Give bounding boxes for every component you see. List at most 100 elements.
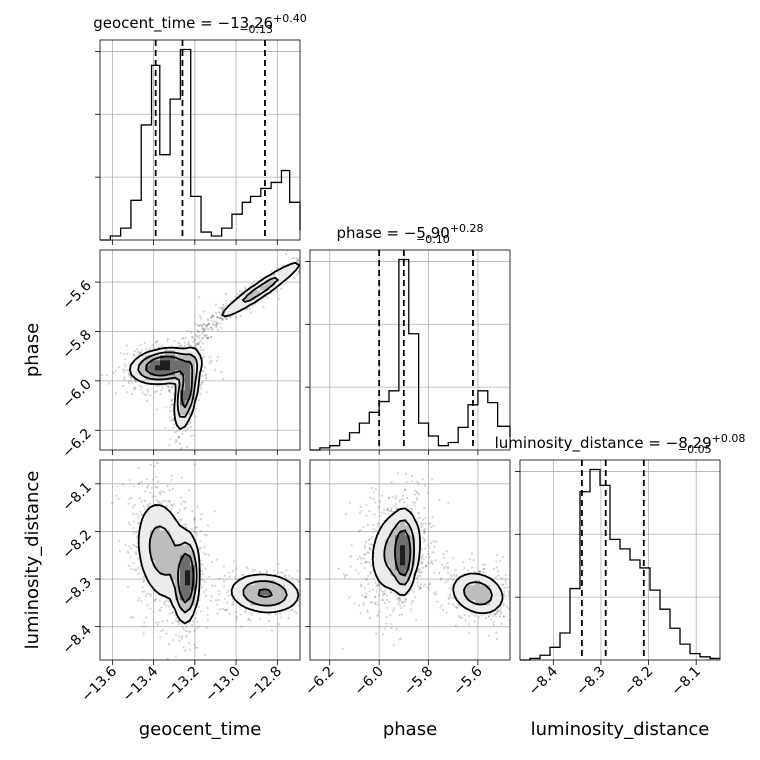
sample-point [369,564,373,567]
sample-point [184,523,188,526]
sample-point [144,347,148,350]
density-cell [170,600,176,606]
sample-point [473,620,476,623]
sample-point [505,605,509,608]
sample-point [183,341,186,344]
sample-point [203,328,206,331]
sample-point [363,596,367,599]
sample-point [400,613,403,616]
sample-point [171,611,175,614]
sample-point [259,617,262,620]
sample-point [426,491,429,494]
density-cell [150,575,156,581]
density-cell [155,510,161,516]
sample-point [203,533,207,536]
density-cell [150,520,156,526]
sample-point [266,296,269,299]
sample-point [140,480,143,483]
sample-point [379,500,382,503]
sample-point [172,503,175,506]
sample-point [181,635,184,638]
density-cell [415,555,421,561]
sample-point [140,600,143,603]
density-cell [240,590,246,596]
sample-point [137,517,140,520]
sample-point [432,551,435,554]
density-cell [170,530,176,536]
density-cell [165,360,171,366]
density-cell [175,540,181,546]
density-cell [130,370,136,376]
sample-point [170,508,174,511]
sample-point [115,494,118,497]
density-cell [275,270,281,276]
density-cell [375,545,381,551]
density-cell [405,510,411,516]
hist-panel-luminosity-distance-title: luminosity_distance = −8.29+0.08 −0.05 [495,432,746,456]
sample-point [427,552,430,556]
sample-point [424,583,427,586]
sample-point [417,482,420,485]
sample-point [403,604,406,608]
sample-point [411,600,414,603]
density-cell [160,560,166,566]
density-cell [140,360,146,366]
sample-point [364,541,367,544]
sample-point [363,544,366,547]
sample-point [424,565,428,568]
sample-point [199,387,202,390]
joint-panel-geocent-time-vs-luminosity-distance [100,460,300,660]
sample-point [392,643,395,647]
sample-point [146,388,149,391]
sample-point [174,431,177,434]
sample-point [390,622,393,625]
hist-panel-phase-histogram-step [310,258,511,451]
sample-point [155,408,158,411]
sample-point [137,572,140,576]
sample-point [281,571,285,574]
density-cell [385,545,391,551]
sample-point [167,389,171,392]
sample-point [376,603,379,606]
density-cell [160,540,166,546]
sample-point [192,434,195,437]
sample-point [423,538,427,542]
sample-point [201,330,205,333]
density-cell [455,585,461,591]
sample-point [436,600,439,603]
sample-point [116,485,119,488]
sample-point [138,384,141,387]
density-cell [475,590,481,596]
sample-point [502,604,505,607]
density-cell [180,565,186,571]
sample-point [280,571,283,574]
density-cell [250,585,256,591]
sample-point [416,498,419,501]
sample-point [215,303,218,306]
sample-point [206,524,210,527]
sample-point [381,633,385,636]
density-cell [195,590,201,596]
sample-point [153,465,156,468]
density-cell [180,615,186,621]
hist-panel-luminosity-distance-histogram-step [520,468,720,661]
sample-point [197,330,200,333]
density-cell [405,545,411,551]
sample-point [206,319,210,322]
density-cell [135,375,141,381]
sample-point [414,501,417,504]
sample-point [191,336,194,339]
sample-point [278,612,282,616]
density-cell [380,575,386,581]
sample-point [363,552,367,556]
sample-point [430,478,434,481]
sample-point [129,376,133,379]
sample-point [357,572,360,575]
sample-point [178,342,181,345]
sample-point [188,648,191,651]
sample-point [342,572,345,576]
density-cell [180,545,186,551]
density-cell [170,520,176,526]
sample-point [290,257,293,260]
sample-point [206,607,209,610]
